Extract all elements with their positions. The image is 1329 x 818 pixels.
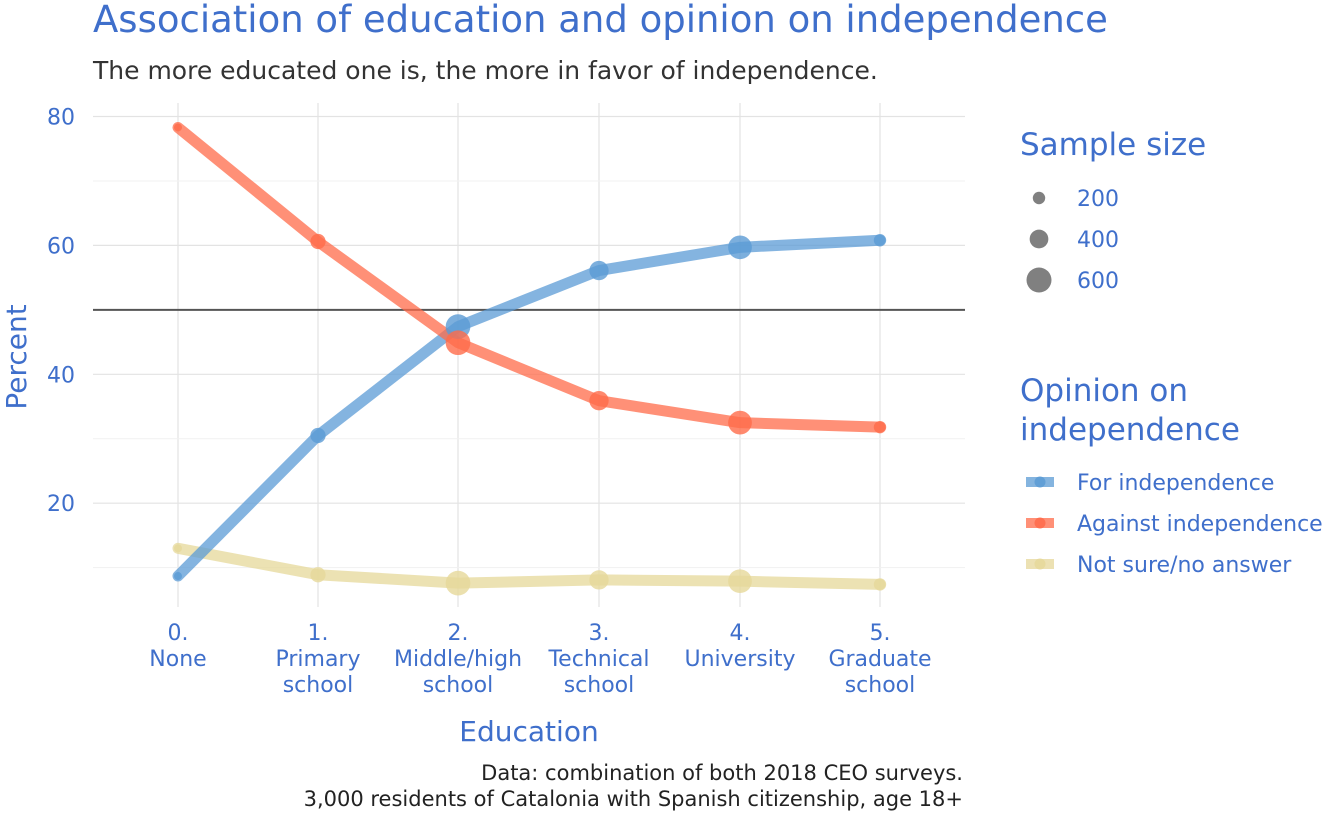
series-line	[172, 234, 886, 582]
data-point	[174, 572, 182, 581]
size-legend-title: Sample size	[1020, 127, 1206, 163]
size-legend-key	[1032, 191, 1046, 205]
data-point	[589, 570, 609, 590]
color-legend-key-dot	[1034, 476, 1046, 488]
color-legend-key-dot	[1034, 558, 1046, 570]
data-point	[174, 123, 182, 132]
chart-subtitle: The more educated one is, the more in fa…	[92, 56, 878, 85]
data-point	[310, 567, 326, 583]
data-point	[445, 570, 471, 596]
x-axis-title: Education	[459, 715, 598, 748]
data-point	[873, 234, 887, 247]
color-legend-key-dot	[1034, 517, 1046, 529]
size-legend-label: 200	[1077, 187, 1119, 212]
x-tick-label: 1. Primary school	[275, 621, 360, 698]
x-tick-label: 2. Middle/high school	[394, 621, 522, 698]
y-axis-title: Percent	[0, 304, 33, 409]
color-legend-label: Against independence	[1077, 512, 1323, 537]
titles-group: Association of education and opinion on …	[92, 0, 1108, 811]
chart-caption: Data: combination of both 2018 CEO surve…	[304, 761, 963, 811]
legend-group: Sample size 200 400 600 Opinion on independen…	[1020, 127, 1323, 578]
series-line	[172, 121, 886, 433]
axis-group: 20 40 60 80 0. None 1. Primary school 2. Middle/hi…	[0, 106, 932, 749]
data-point	[310, 233, 326, 250]
x-tick-label: 4. University	[685, 621, 796, 672]
y-tick-label: 40	[47, 363, 75, 388]
color-legend-title: Opinion on independence	[1020, 373, 1240, 448]
size-legend-key	[1026, 267, 1052, 293]
color-legend-label: Not sure/no answer	[1077, 553, 1292, 578]
size-legend-label: 400	[1077, 228, 1119, 253]
data-point	[728, 569, 752, 594]
chart-title: Association of education and opinion on …	[93, 0, 1108, 41]
x-tick-label: 5. Graduate school	[828, 621, 931, 698]
data-point	[589, 260, 609, 281]
data-point	[310, 427, 326, 444]
data-point	[445, 330, 471, 356]
data-point	[873, 420, 887, 434]
y-tick-label: 20	[47, 492, 75, 517]
x-tick-label: 0. None	[149, 621, 206, 672]
data-point	[174, 544, 182, 553]
data-point	[728, 235, 752, 260]
color-legend-label: For independence	[1077, 471, 1274, 496]
x-tick-label: 3. Technical school	[547, 621, 649, 698]
series-group	[172, 121, 887, 596]
data-point	[728, 410, 752, 435]
y-tick-label: 80	[47, 106, 75, 131]
y-tick-label: 60	[47, 234, 75, 259]
data-point	[873, 578, 887, 591]
size-legend-key	[1029, 229, 1049, 249]
data-point	[589, 391, 609, 411]
size-legend-label: 600	[1077, 269, 1119, 294]
series-line	[172, 542, 886, 590]
